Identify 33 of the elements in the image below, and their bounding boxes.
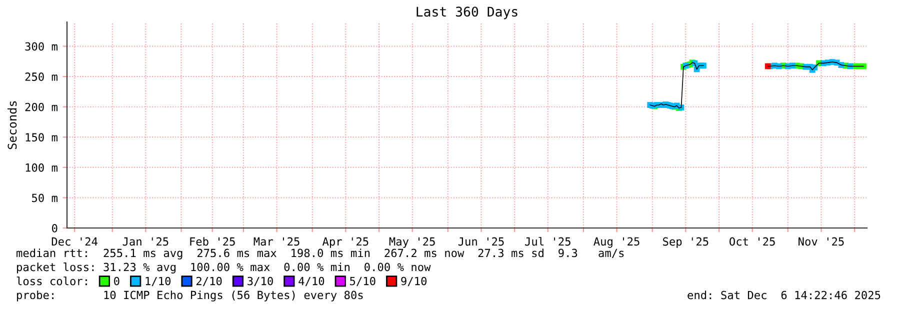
x-tick-label: Oct '25 (730, 237, 775, 246)
x-tick-label: Aug '25 (594, 237, 640, 248)
text: end: Sat Dec 6 14:22:46 2025 (688, 290, 880, 300)
y-tick-label: 50 m (32, 194, 58, 202)
legend-label: 5/10 (350, 276, 376, 286)
text: probe: 10 ICMP Echo Pings (56 Bytes) every 80s (17, 290, 363, 302)
legend-label: 1/10 (146, 276, 171, 286)
y-tick-label: 300 m (25, 42, 58, 51)
y-axis-title: Seconds (8, 101, 17, 150)
legend-label: 2/10 (196, 276, 222, 286)
x-tick-label: Nov '25 (798, 237, 844, 246)
y-tick-label: 150 m (26, 133, 58, 142)
y-tick-label: 250 m (25, 72, 58, 81)
chart-title: Last 360 Days (416, 6, 518, 20)
x-tick-label: Mar '25 (254, 237, 300, 246)
x-tick-label: Dec '24 (52, 237, 98, 246)
legend-label: 9/10 (401, 276, 427, 286)
x-tick-label: Jun '25 (458, 237, 504, 246)
y-tick-label: 200 m (25, 102, 58, 112)
text: median rtt: 255.1 ms avg 275.6 ms max 198.0 ms min 267.2 ms now 27.3 ms sd 9.3 am/s (16, 248, 624, 260)
text: packet loss: 31.23 % avg 100.00 % max 0.00 % min 0.00 % now (17, 262, 431, 274)
y-tick-label: 0 (52, 224, 58, 232)
x-tick-label: Jul '25 (525, 237, 570, 246)
y-tick-label: 100 m (26, 163, 58, 172)
x-tick-label: Feb '25 (190, 237, 235, 246)
x-tick-label: Sep '25 (663, 237, 708, 248)
x-tick-label: Apr '25 (322, 237, 368, 248)
legend-label: 3/10 (248, 276, 273, 286)
x-tick-label: Jan '25 (122, 237, 168, 246)
x-tick-label: May '25 (389, 237, 435, 248)
legend-label: 4/10 (298, 276, 324, 286)
legend-title: loss color: (16, 276, 87, 286)
legend-label: 0 (114, 276, 120, 286)
